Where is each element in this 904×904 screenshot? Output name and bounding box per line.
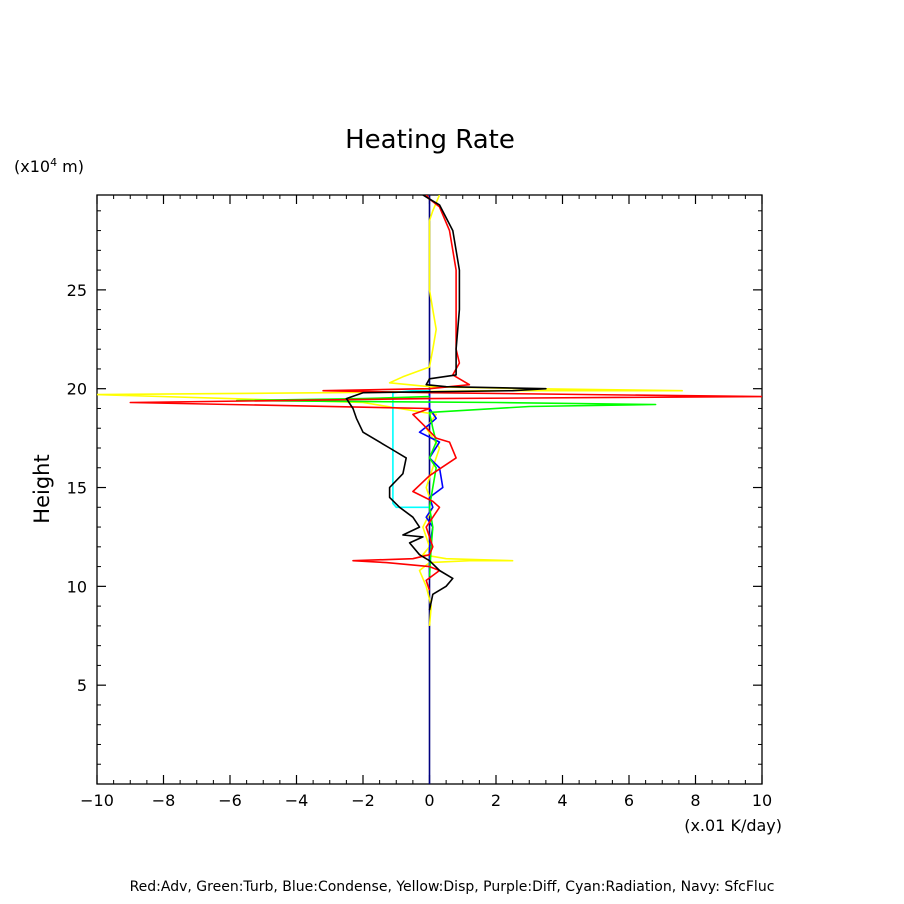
y-tick-label: 5 — [77, 676, 87, 695]
series-line-radiation — [392, 389, 430, 509]
series-line-black — [345, 195, 547, 611]
y-unit-prefix: (x10 — [14, 157, 50, 176]
x-tick-label: −6 — [218, 791, 242, 810]
x-tick-label: 4 — [557, 791, 567, 810]
series-line-turb — [235, 395, 657, 577]
x-tick-label: −4 — [285, 791, 309, 810]
x-tick-label: 10 — [752, 791, 772, 810]
plot-area: −10 −8 −6 −4 −2 0 2 4 6 8 10 5 10 15 20 25 — [67, 194, 772, 810]
y-tick-label: 15 — [67, 479, 87, 498]
y-unit-label: (x104 m) — [14, 156, 84, 176]
x-tick-label: −8 — [152, 791, 176, 810]
y-unit-suffix: m) — [57, 157, 84, 176]
y-tick-label: 25 — [67, 281, 87, 300]
x-axis-label: (x.01 K/day) — [684, 816, 782, 835]
y-axis-label: Height — [30, 454, 54, 523]
y-unit-exponent: 4 — [50, 156, 57, 169]
series-line-condense — [418, 388, 444, 577]
x-tick-label: −10 — [80, 791, 114, 810]
series-line-adv — [129, 195, 762, 591]
x-tick-label: 8 — [690, 791, 700, 810]
x-tick-label: 0 — [424, 791, 434, 810]
y-tick-label: 10 — [67, 577, 87, 596]
chart-title: Heating Rate — [345, 125, 515, 155]
series-line-disp — [97, 195, 684, 626]
x-tick-label: 6 — [624, 791, 634, 810]
x-tick-label: 2 — [491, 791, 501, 810]
x-tick-label: −2 — [351, 791, 375, 810]
legend-text: Red:Adv, Green:Turb, Blue:Condense, Yell… — [130, 879, 775, 895]
y-tick-label: 20 — [67, 380, 87, 399]
